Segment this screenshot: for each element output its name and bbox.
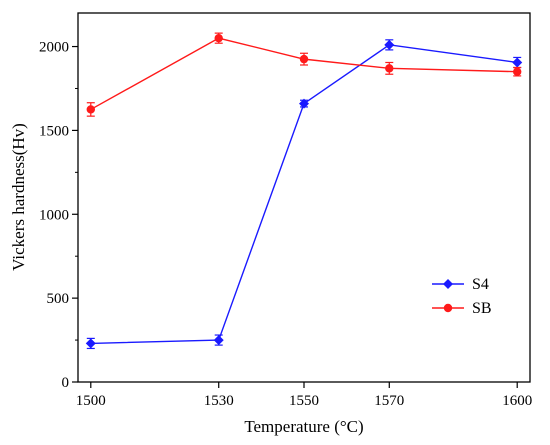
y-axis-title: Vickers hardness(Hv) <box>9 123 28 271</box>
y-tick-label: 1500 <box>39 123 69 139</box>
legend: S4 SB <box>432 276 492 317</box>
data-point-s4 <box>384 39 395 50</box>
y-tick-label: 2000 <box>39 40 69 56</box>
data-point-s4 <box>85 338 96 349</box>
data-point-sb <box>385 64 394 73</box>
legend-label-sb: SB <box>472 300 492 317</box>
x-tick-label: 1600 <box>502 393 532 409</box>
data-point-sb <box>214 33 223 43</box>
data-point-sb <box>513 67 522 76</box>
x-tick-label: 1530 <box>204 393 234 409</box>
legend-label-s4: S4 <box>472 276 489 293</box>
plot-frame <box>77 12 531 383</box>
x-tick-label: 1550 <box>289 393 319 409</box>
series-line-s4 <box>90 44 518 345</box>
x-tick-label: 1570 <box>374 393 404 409</box>
legend-marker <box>443 279 453 289</box>
y-axis: 0 500 1000 1500 2000 <box>39 40 78 391</box>
series-layer <box>85 32 523 350</box>
x-axis: 1500 1530 1550 1570 1600 <box>76 382 532 409</box>
x-axis-title: Temperature (°C) <box>244 417 363 436</box>
data-point-s4 <box>299 98 309 109</box>
data-point-sb <box>86 105 95 114</box>
y-tick-label: 1000 <box>39 207 69 223</box>
x-tick-label: 1500 <box>76 393 106 409</box>
data-point-sb <box>299 54 309 64</box>
legend-marker <box>443 303 453 313</box>
y-tick-label: 0 <box>62 375 70 391</box>
data-point-s4 <box>512 57 523 68</box>
data-point-s4 <box>213 335 224 346</box>
y-tick-label: 500 <box>47 291 70 307</box>
